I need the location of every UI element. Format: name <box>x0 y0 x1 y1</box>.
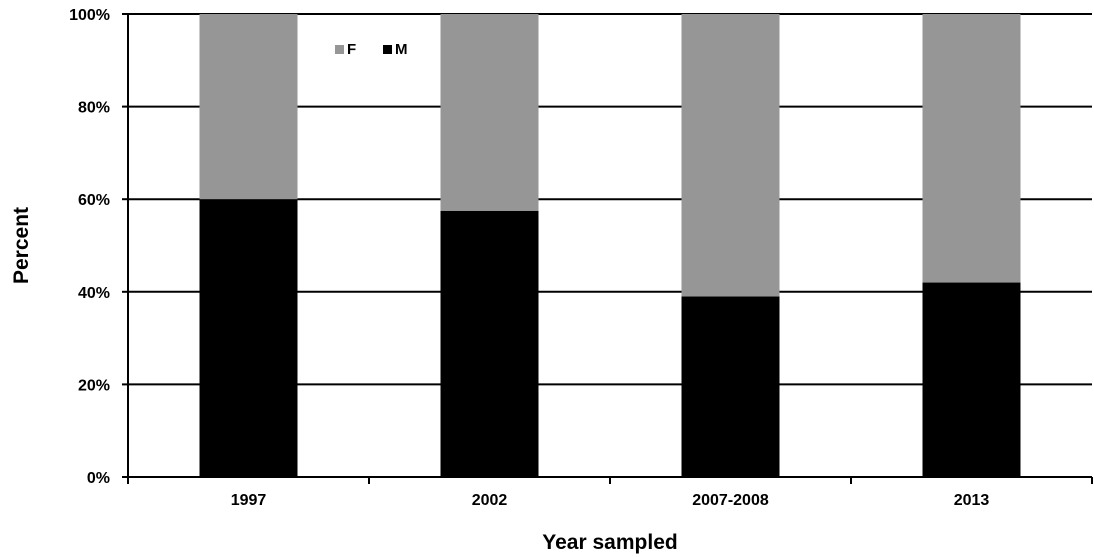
y-tick-label: 0% <box>87 470 110 487</box>
bars <box>199 14 1021 477</box>
bar-f-2002 <box>440 14 539 211</box>
bar-f-2007-2008 <box>681 14 780 297</box>
x-tick-label: 2007-2008 <box>692 492 769 509</box>
tick-labels: 0% 20% 40% 60% 80% 100% 1997 2002 2007-2008 2013 <box>69 7 989 509</box>
bar-f-1997 <box>199 14 298 200</box>
legend-label-m: M <box>395 41 408 58</box>
y-axis-title: Percent <box>10 207 33 284</box>
bar-m-1997 <box>199 199 298 477</box>
bar-m-2007-2008 <box>681 296 780 477</box>
bar-m-2002 <box>440 210 539 477</box>
y-tick-label: 60% <box>78 192 110 209</box>
y-tick-label: 20% <box>78 377 110 394</box>
legend-swatch-f <box>335 45 344 54</box>
y-tick-label: 80% <box>78 100 110 117</box>
x-tick-label: 1997 <box>231 492 267 509</box>
legend-swatch-m <box>383 45 392 54</box>
y-tick-label: 40% <box>78 285 110 302</box>
axes <box>122 13 1093 484</box>
legend-label-f: F <box>347 41 356 58</box>
x-tick-label: 2013 <box>954 492 990 509</box>
bar-m-2013 <box>922 282 1021 477</box>
x-axis-title: Year sampled <box>542 531 677 554</box>
x-tick-label: 2002 <box>472 492 508 509</box>
y-tick-label: 100% <box>69 7 110 24</box>
bar-f-2013 <box>922 14 1021 283</box>
